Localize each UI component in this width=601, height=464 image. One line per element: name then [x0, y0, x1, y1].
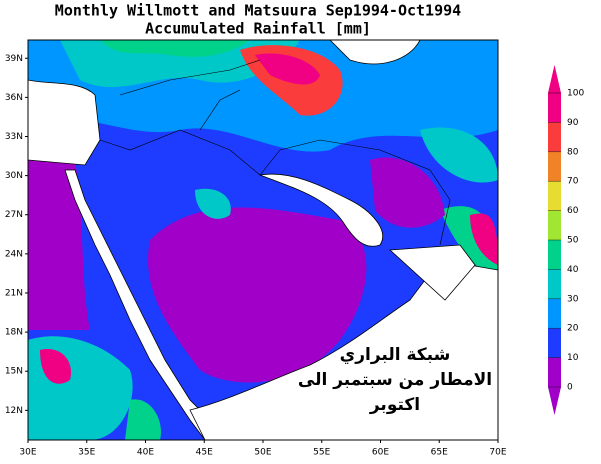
colorbar-segment — [548, 93, 561, 123]
lat-tick-label: 18N — [5, 328, 23, 338]
colorbar-segment — [548, 122, 561, 152]
colorbar-label: 70 — [567, 177, 579, 187]
colorbar-label: 30 — [567, 294, 579, 304]
colorbar-segment — [548, 210, 561, 240]
lon-tick-label: 30E — [19, 448, 36, 458]
colorbar-high-end — [548, 65, 561, 93]
colorbar-label: 40 — [567, 265, 579, 275]
colorbar-segment — [548, 269, 561, 299]
lat-tick-label: 36N — [5, 93, 23, 103]
lat-tick-label: 24N — [5, 249, 23, 259]
rainfall-field — [28, 40, 498, 440]
lat-tick-label: 33N — [5, 132, 23, 142]
lon-tick-label: 60E — [372, 448, 389, 458]
colorbar-segment — [548, 181, 561, 211]
colorbar-segment — [548, 357, 561, 387]
lon-tick-label: 45E — [196, 448, 213, 458]
colorbar-label: 20 — [567, 324, 579, 334]
subtitle: Accumulated Rainfall [mm] — [145, 20, 371, 38]
lon-tick-label: 65E — [431, 448, 448, 458]
colorbar-segment — [548, 298, 561, 329]
colorbar-segment — [548, 151, 561, 182]
colorbar-label: 90 — [567, 118, 579, 128]
colorbar-label: 60 — [567, 206, 579, 216]
colorbar-label: 10 — [567, 353, 579, 363]
annotation-line: الامطار من سبتمبر الى — [298, 370, 492, 390]
lat-tick-label: 30N — [5, 171, 23, 181]
lon-tick-label: 55E — [313, 448, 330, 458]
lat-tick-label: 21N — [5, 288, 23, 298]
lon-tick-label: 50E — [254, 448, 271, 458]
lon-tick-label: 70E — [489, 448, 506, 458]
annotation-line: شبكة البراري — [340, 345, 451, 365]
lat-tick-label: 27N — [5, 210, 23, 220]
lat-tick-label: 15N — [5, 367, 23, 377]
lat-tick-label: 12N — [5, 406, 23, 416]
lon-tick-label: 40E — [137, 448, 154, 458]
colorbar-label: 0 — [567, 383, 573, 393]
colorbar-label: 100 — [567, 89, 584, 99]
title: Monthly Willmott and Matsuura Sep1994-Oc… — [55, 2, 461, 20]
lon-tick-label: 35E — [78, 448, 95, 458]
colorbar-segment — [548, 328, 561, 358]
colorbar-low-end — [548, 387, 561, 415]
colorbar-segment — [548, 240, 561, 270]
annotation-line: اكتوبر — [369, 395, 420, 415]
colorbar-label: 50 — [567, 236, 579, 246]
colorbar-label: 80 — [567, 147, 579, 157]
lat-tick-label: 39N — [5, 54, 23, 64]
